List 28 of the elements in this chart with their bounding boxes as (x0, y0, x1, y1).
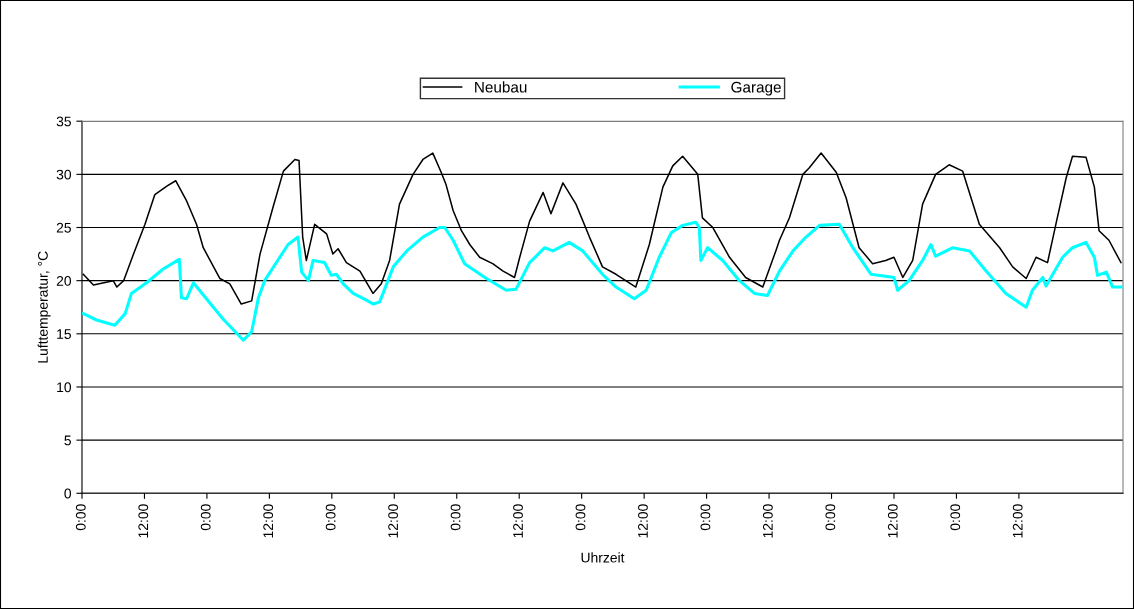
y-tick-label: 15 (57, 329, 71, 339)
y-tick-label: 5 (64, 435, 71, 446)
y-axis-title: Lufttemperatur, °C (37, 251, 51, 363)
x-tick-label: 12:00 (138, 504, 149, 538)
y-tick-label: 0 (64, 488, 72, 499)
x-tick-label: 0:00 (325, 504, 336, 531)
x-tick-label: 0:00 (200, 504, 211, 531)
x-tick-label: 12:00 (887, 504, 898, 538)
x-tick-label: 12:00 (513, 504, 523, 538)
y-tick-label: 10 (57, 382, 72, 393)
legend-label: Neubau (475, 81, 527, 93)
x-tick-label: 12:00 (388, 504, 399, 538)
x-tick-label: 0:00 (825, 504, 836, 531)
x-tick-label: 12:00 (762, 504, 773, 538)
x-tick-label: 0:00 (75, 504, 86, 531)
x-tick-label: 0:00 (575, 504, 586, 531)
y-tick-label: 25 (56, 222, 71, 233)
y-tick-label: 35 (56, 116, 71, 127)
x-tick-label: 0:00 (450, 504, 461, 531)
x-tick-label: 0:00 (950, 504, 961, 531)
y-tick-label: 30 (56, 169, 72, 180)
legend-label: Garage (731, 81, 781, 96)
x-tick-label: 12:00 (638, 504, 648, 538)
x-tick-label: 12:00 (1012, 504, 1023, 538)
x-tick-label: 0:00 (700, 504, 711, 531)
y-tick-label: 20 (56, 276, 72, 286)
x-tick-label: 12:00 (263, 504, 274, 538)
x-axis-title: Uhrzeit (581, 552, 625, 563)
